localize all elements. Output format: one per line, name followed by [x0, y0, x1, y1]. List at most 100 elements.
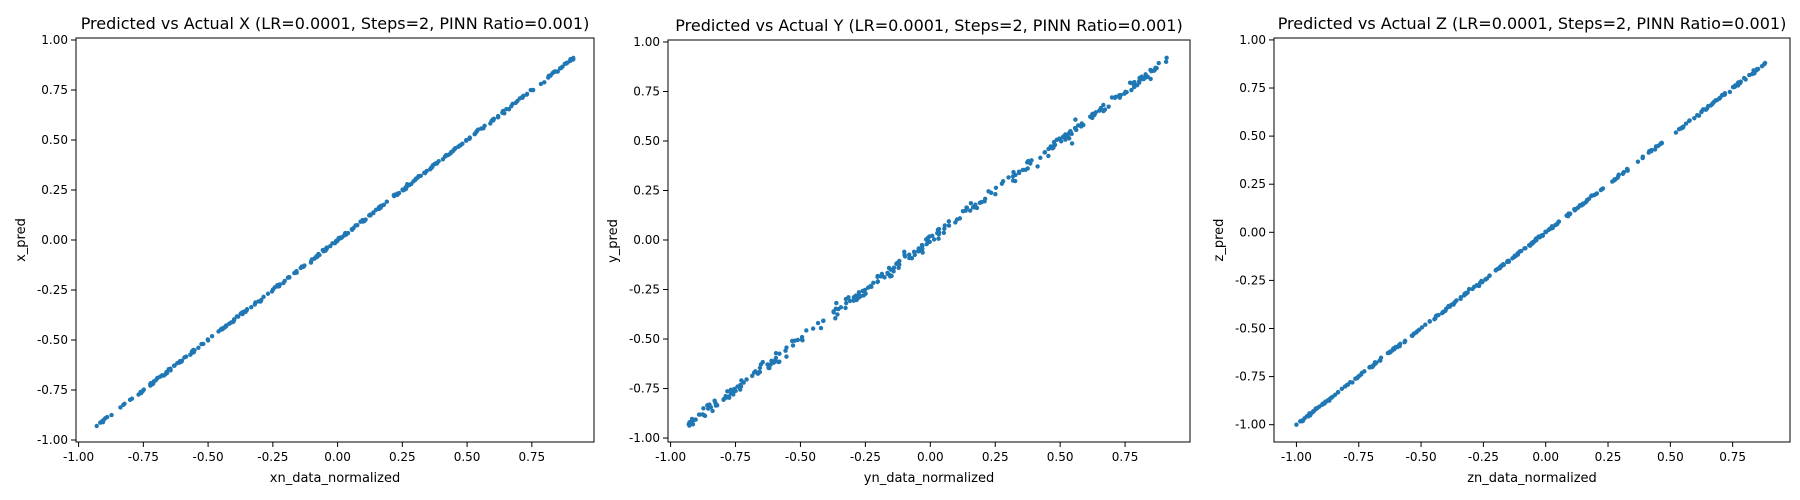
data-point [1092, 112, 1097, 118]
data-point [860, 288, 865, 294]
data-point [757, 365, 763, 371]
data-point [258, 299, 263, 304]
data-point [706, 406, 711, 411]
data-point [773, 350, 779, 356]
data-point [1423, 322, 1428, 327]
data-point [750, 373, 755, 379]
data-point [495, 114, 501, 119]
data-point [542, 80, 547, 85]
data-point [700, 412, 705, 417]
data-point [725, 389, 730, 394]
data-point [269, 289, 275, 294]
plot-frame [1273, 37, 1791, 443]
data-point [1409, 333, 1415, 338]
data-point [1692, 115, 1697, 121]
x-tick-label: 0.50 [1657, 450, 1684, 464]
data-point [1530, 241, 1535, 246]
x-tick-label: -0.50 [193, 450, 224, 464]
chart-panel-2: Predicted vs Actual Z (LR=0.0001, Steps=… [1212, 14, 1791, 486]
data-point [241, 309, 247, 314]
data-point [1640, 155, 1645, 161]
data-point [810, 326, 816, 331]
data-point [843, 296, 849, 302]
data-point [1113, 94, 1118, 100]
x-tick-label: 0.50 [1047, 450, 1074, 464]
y-tick-label: 0.00 [633, 233, 660, 247]
data-point [854, 297, 859, 303]
data-point [1132, 79, 1137, 85]
data-point [834, 300, 839, 306]
data-point [443, 152, 449, 158]
x-tick-label: -1.00 [63, 450, 94, 464]
data-point [1727, 89, 1733, 95]
data-point [301, 264, 306, 270]
data-point [553, 69, 558, 74]
data-point [1024, 160, 1030, 165]
data-point [721, 397, 726, 402]
y-tick-label: 0.75 [41, 83, 68, 97]
data-point [723, 394, 728, 399]
data-point [234, 314, 240, 319]
data-point [804, 328, 809, 333]
data-point [1713, 98, 1718, 103]
data-point [1497, 265, 1503, 271]
data-point [490, 117, 495, 122]
data-point [1696, 113, 1702, 118]
data-point [1397, 341, 1403, 347]
data-point [919, 242, 925, 248]
data-point [1686, 118, 1692, 124]
y-tick-label: -1.00 [629, 431, 660, 445]
data-point [231, 317, 237, 323]
data-point [102, 416, 108, 421]
data-point [294, 270, 299, 275]
y-tick-label: -0.50 [1235, 321, 1266, 335]
y-tick-label: -0.50 [629, 332, 660, 346]
data-point [557, 66, 563, 71]
data-point [339, 235, 345, 240]
data-point [1683, 121, 1689, 126]
data-point [571, 55, 576, 61]
data-point [391, 193, 397, 199]
chart-title: Predicted vs Actual X (LR=0.0001, Steps=… [81, 14, 590, 33]
y-tick-label: 0.75 [633, 84, 660, 98]
data-point [1699, 109, 1704, 114]
data-point [1046, 153, 1051, 159]
data-point [138, 390, 144, 395]
data-point [1522, 246, 1527, 251]
data-point [766, 365, 771, 370]
data-point [833, 306, 838, 311]
data-point [886, 265, 892, 271]
data-point [1306, 414, 1311, 419]
data-point [765, 362, 770, 367]
data-point [982, 196, 988, 201]
data-point [1620, 171, 1626, 176]
data-point [733, 388, 738, 394]
data-point [942, 223, 948, 228]
data-point [1016, 170, 1022, 176]
data-point [1589, 193, 1595, 198]
data-point [871, 280, 876, 286]
y-tick-label: 0.50 [41, 133, 68, 147]
data-point [349, 226, 355, 232]
data-point [1029, 158, 1034, 163]
y-axis-label: z_pred [1212, 219, 1227, 262]
data-point [281, 280, 286, 286]
data-point [1483, 277, 1488, 282]
data-point [151, 379, 156, 384]
data-point [861, 293, 866, 298]
data-point [1294, 422, 1299, 427]
data-point [1164, 55, 1169, 61]
chart-title: Predicted vs Actual Y (LR=0.0001, Steps=… [675, 16, 1182, 35]
data-point [563, 61, 569, 66]
data-point [343, 232, 349, 237]
data-point [163, 372, 168, 377]
y-tick-label: 0.00 [1239, 225, 1266, 239]
data-point [1513, 253, 1519, 258]
data-point [94, 423, 99, 429]
data-point [784, 345, 789, 350]
data-point [1073, 117, 1078, 122]
data-point [275, 282, 280, 288]
data-point [456, 144, 461, 149]
data-point [773, 355, 779, 361]
data-point [941, 230, 947, 236]
